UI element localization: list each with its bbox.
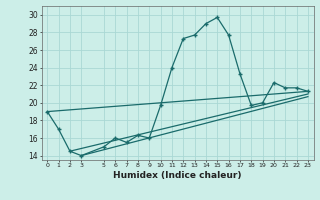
X-axis label: Humidex (Indice chaleur): Humidex (Indice chaleur) [113,171,242,180]
